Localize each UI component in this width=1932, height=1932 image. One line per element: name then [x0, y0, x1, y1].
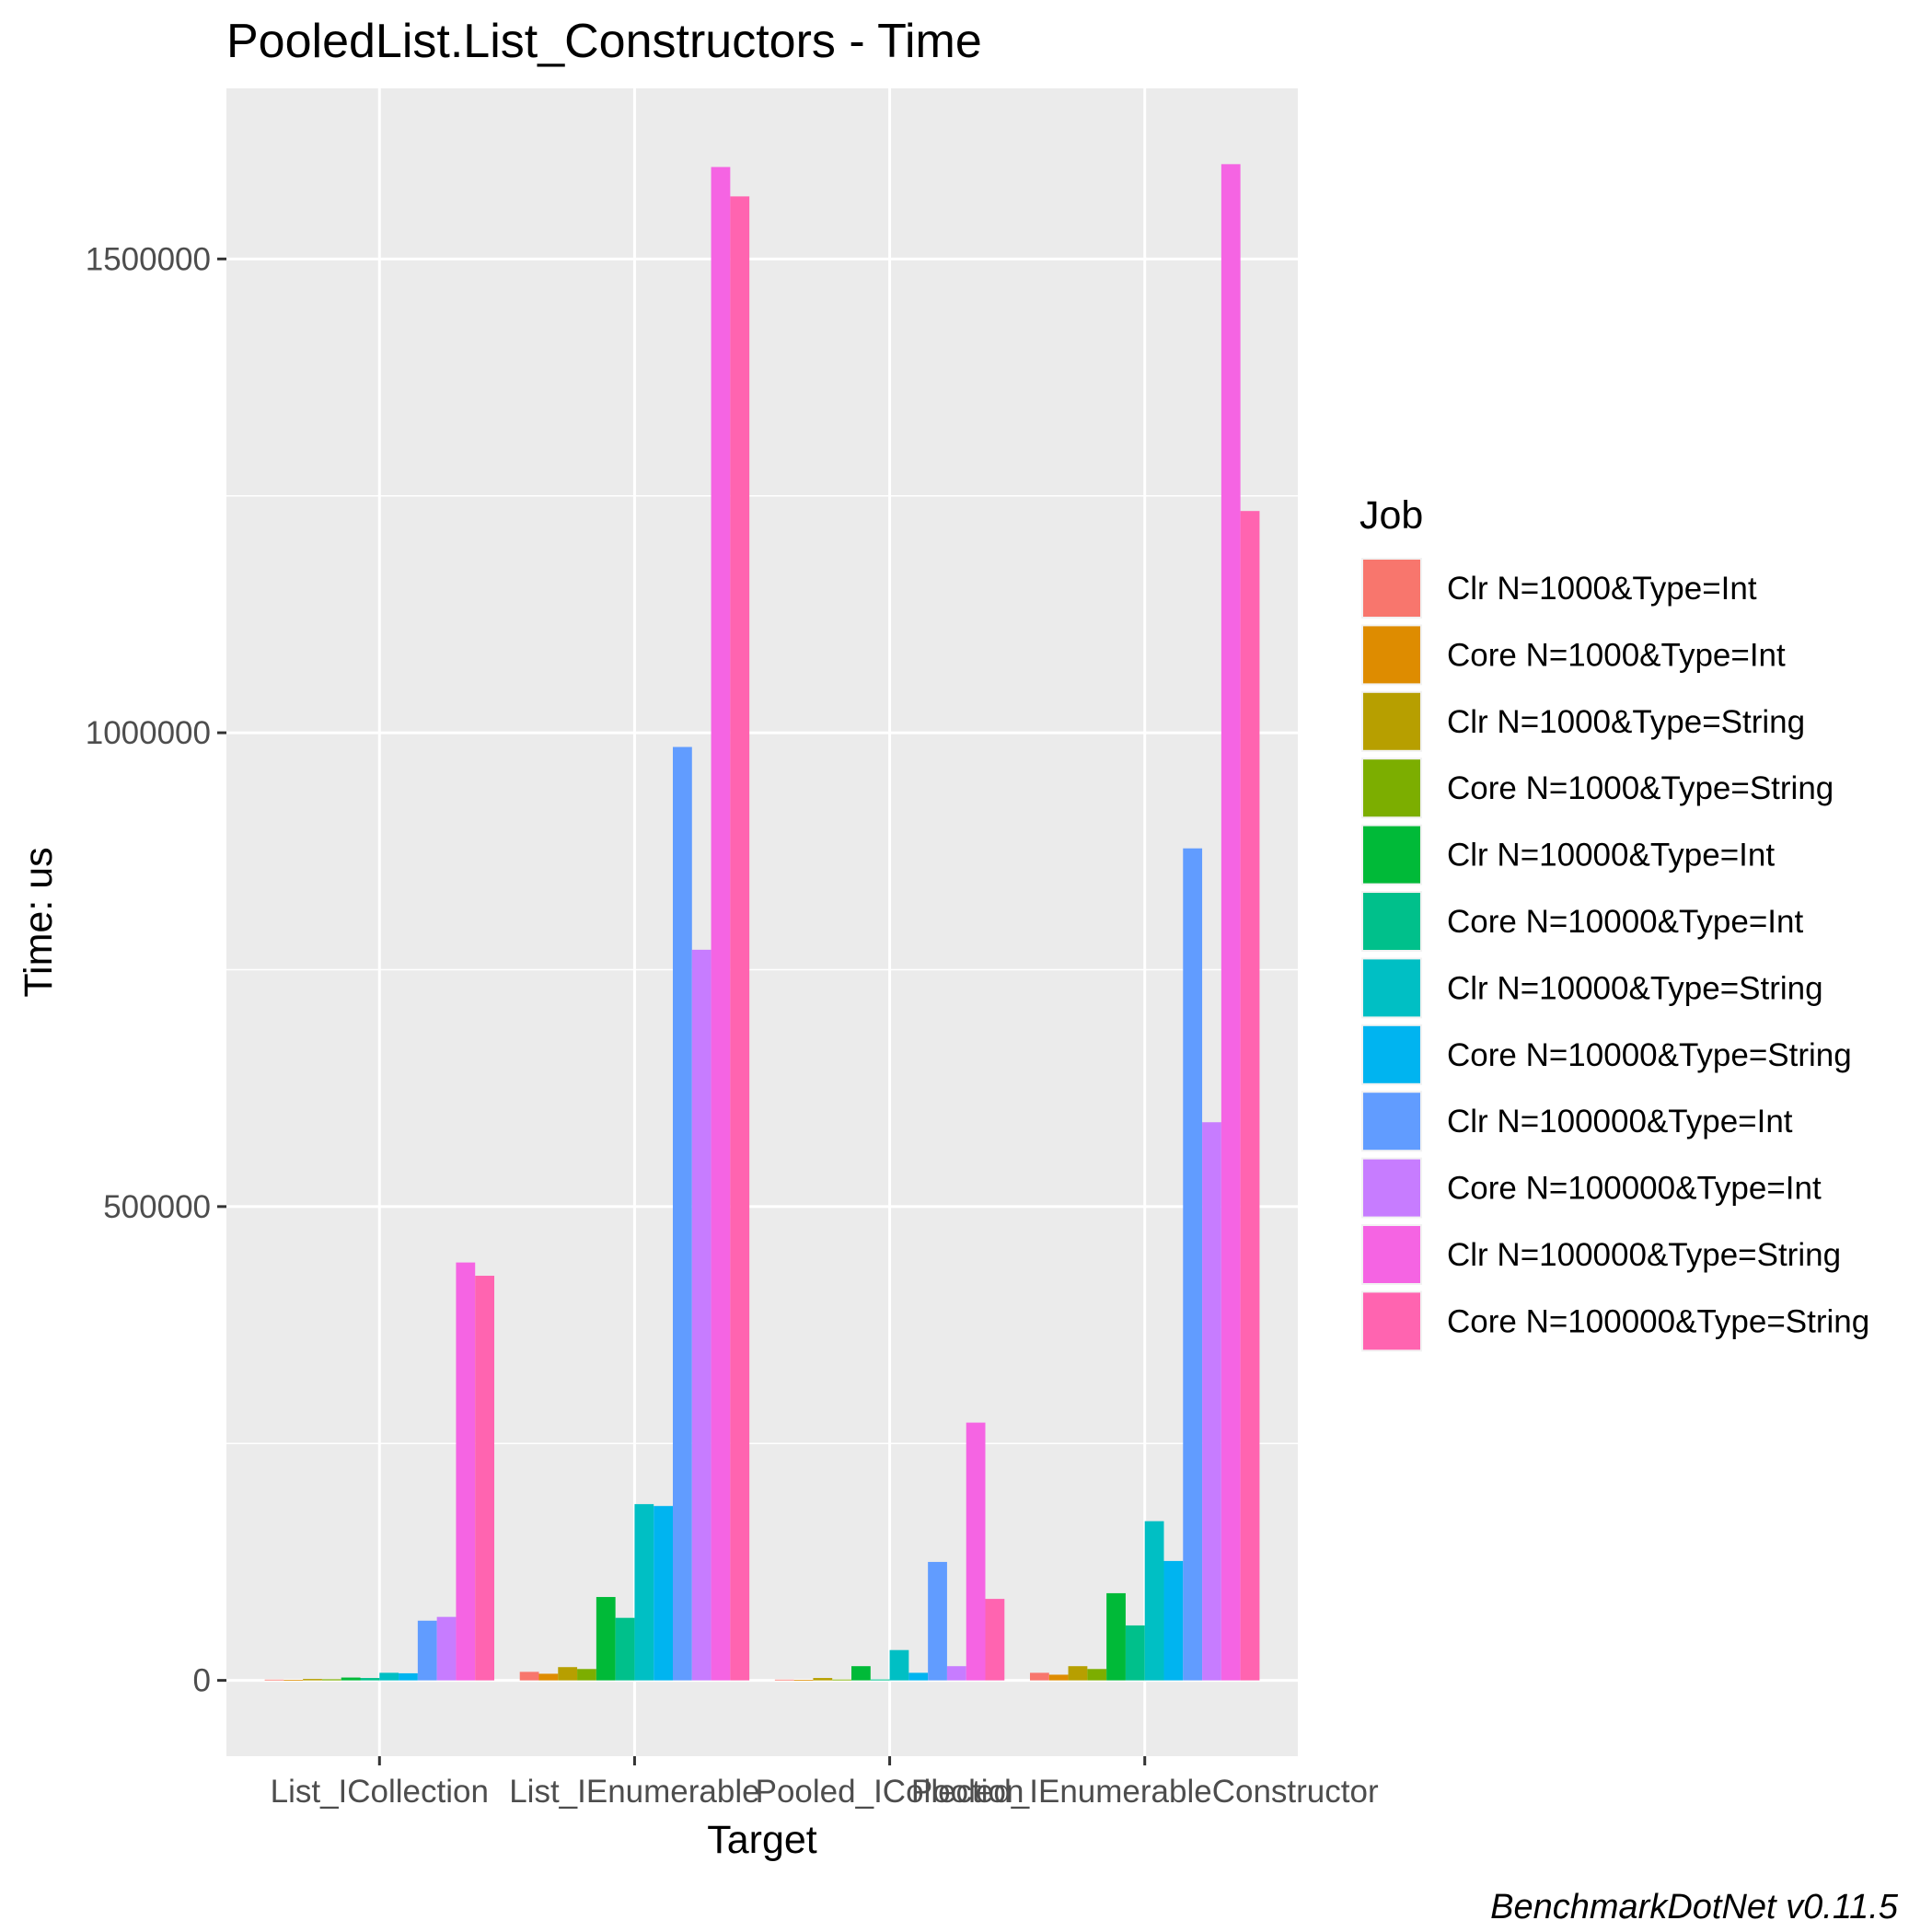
bar [1106, 1592, 1126, 1681]
bar [341, 1677, 361, 1681]
bar [851, 1666, 871, 1681]
bar [399, 1672, 418, 1681]
x-tick-label: Pooled_IEnumerableConstructor [911, 1774, 1379, 1810]
bar [1221, 164, 1241, 1681]
y-tick-label: 0 [193, 1663, 211, 1699]
bar [264, 1679, 284, 1681]
legend-label: Clr N=10000&Type=String [1447, 970, 1823, 1006]
legend-swatch [1363, 826, 1420, 884]
legend-swatch [1363, 759, 1420, 817]
legend-label: Core N=10000&Type=String [1447, 1037, 1852, 1073]
bar [558, 1667, 578, 1681]
legend-label: Clr N=1000&Type=String [1447, 704, 1805, 740]
bar [1240, 511, 1260, 1681]
bar [519, 1672, 539, 1681]
x-tick-label: Pooled_ICollection [756, 1774, 1024, 1810]
bar [793, 1680, 814, 1681]
legend-label: Core N=1000&Type=Int [1447, 637, 1786, 673]
bar [1163, 1560, 1184, 1681]
bar [908, 1672, 929, 1681]
bar [379, 1672, 399, 1681]
x-axis: List_ICollection List_IEnumerablePooled_I… [271, 1756, 1379, 1810]
bar [596, 1597, 616, 1681]
bars [264, 164, 1260, 1681]
bar [730, 196, 750, 1681]
x-axis-title: Target [707, 1818, 817, 1862]
bar [321, 1679, 341, 1681]
bar [303, 1679, 322, 1681]
bar [1068, 1666, 1088, 1681]
bar [615, 1617, 635, 1681]
bar [928, 1561, 947, 1681]
bar [1030, 1672, 1049, 1681]
y-tick-label: 1500000 [86, 241, 211, 277]
bar [946, 1666, 966, 1681]
bar [538, 1673, 559, 1681]
bar [691, 949, 711, 1681]
legend-swatch [1363, 626, 1420, 684]
bar [1144, 1521, 1164, 1681]
x-tick-label: List_ICollection [271, 1774, 489, 1810]
legend-swatch [1363, 1025, 1420, 1083]
legend-swatch [1363, 893, 1420, 950]
plot-panel [226, 88, 1298, 1756]
legend-label: Core N=1000&Type=String [1447, 770, 1834, 806]
caption: BenchmarkDotNet v0.11.5 [1490, 1888, 1899, 1926]
bar [966, 1422, 986, 1681]
legend-label: Clr N=10000&Type=Int [1447, 838, 1775, 873]
legend: Job Clr N=1000&Type=Int Core N=1000&Type=… [1359, 493, 1869, 1352]
legend-title: Job [1359, 493, 1423, 538]
y-tick-label: 500000 [103, 1189, 211, 1225]
bar [889, 1649, 909, 1681]
bar [475, 1276, 494, 1681]
bar [436, 1616, 457, 1681]
y-axis: 0 500000 1000000 1500000 [86, 241, 226, 1699]
bar [1048, 1674, 1069, 1681]
bar [813, 1678, 833, 1681]
legend-label: Core N=10000&Type=Int [1447, 904, 1803, 940]
legend-swatch [1363, 959, 1420, 1017]
bar [654, 1506, 673, 1681]
y-axis-title: Time: us [17, 847, 61, 997]
bar [283, 1680, 304, 1681]
bar [417, 1620, 437, 1681]
legend-label: Core N=100000&Type=String [1447, 1303, 1869, 1339]
legend-swatch [1363, 1093, 1420, 1151]
bar [870, 1679, 890, 1681]
bar [673, 746, 692, 1681]
bar [711, 167, 731, 1681]
minor-gridlines [226, 494, 1298, 1444]
legend-swatch [1363, 1226, 1420, 1283]
chart-title: PooledList.List_Constructors - Time [226, 15, 982, 68]
y-tick-label: 1000000 [86, 715, 211, 751]
legend-label: Clr N=100000&Type=Int [1447, 1104, 1793, 1140]
bar [577, 1669, 596, 1681]
bar [360, 1678, 380, 1681]
bar [985, 1599, 1005, 1681]
legend-swatch [1363, 692, 1420, 750]
bar [1087, 1669, 1107, 1681]
legend-swatch [1363, 560, 1420, 617]
legend-label: Core N=100000&Type=Int [1447, 1171, 1822, 1207]
legend-label: Clr N=100000&Type=String [1447, 1237, 1841, 1273]
bar [456, 1262, 476, 1681]
bar [1125, 1625, 1145, 1681]
bar [1202, 1122, 1221, 1681]
bar [1183, 848, 1203, 1681]
bar [832, 1679, 851, 1681]
legend-label: Clr N=1000&Type=Int [1447, 571, 1757, 607]
legend-swatch [1363, 1292, 1420, 1350]
legend-swatch [1363, 1159, 1420, 1217]
x-tick-label: List_IEnumerable [509, 1774, 759, 1810]
bar [634, 1504, 654, 1681]
bar [774, 1679, 794, 1681]
